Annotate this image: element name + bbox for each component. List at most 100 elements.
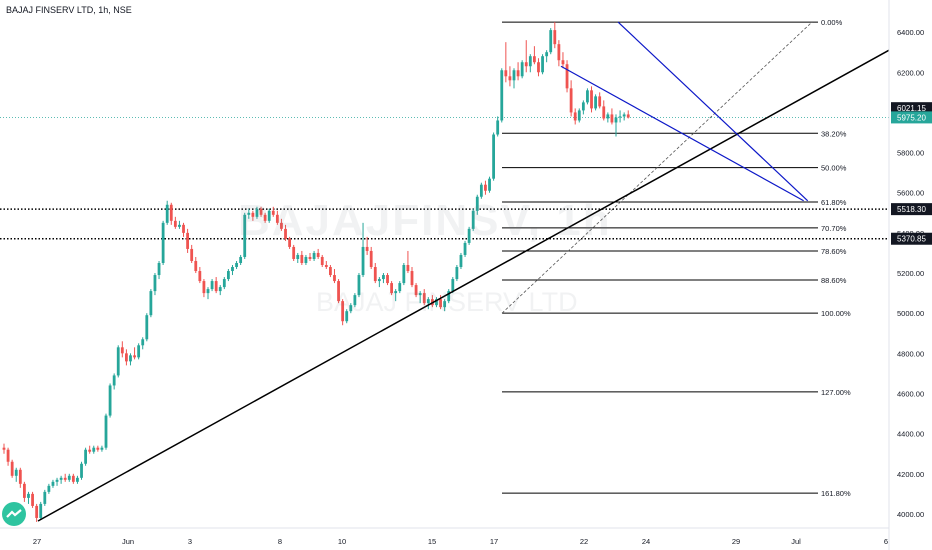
candle-body bbox=[267, 210, 271, 221]
candle-body bbox=[557, 44, 561, 61]
time-tick-label: 24 bbox=[642, 537, 650, 546]
price-tick-label: 4600.00 bbox=[897, 389, 924, 398]
candle-body bbox=[235, 262, 238, 268]
candle-body bbox=[169, 204, 173, 221]
price-badge-label: 5370.85 bbox=[897, 235, 926, 244]
candle-body bbox=[116, 347, 120, 376]
candle-body bbox=[137, 345, 141, 358]
candle-body bbox=[365, 246, 369, 251]
candle-body bbox=[14, 469, 18, 476]
candle-body bbox=[275, 214, 279, 223]
candle-body bbox=[537, 62, 540, 73]
price-badge-box bbox=[891, 203, 932, 216]
time-tick-label: Jun bbox=[122, 537, 134, 546]
candle-body bbox=[345, 311, 349, 322]
candle-body bbox=[182, 224, 185, 233]
tradingview-logo-icon[interactable] bbox=[2, 502, 26, 526]
candle-body bbox=[390, 283, 393, 294]
price-tick-label: 4400.00 bbox=[897, 430, 924, 439]
time-tick-label: 29 bbox=[732, 537, 740, 546]
wedge-line bbox=[617, 21, 809, 202]
candle-body bbox=[581, 102, 585, 111]
candle-body bbox=[626, 114, 630, 118]
candle-body bbox=[6, 449, 10, 462]
candle-body bbox=[100, 447, 104, 450]
time-tick-label: 17 bbox=[490, 537, 498, 546]
candle-body bbox=[500, 70, 504, 121]
candle-body bbox=[394, 291, 398, 294]
candle-body bbox=[361, 246, 365, 276]
candle-body bbox=[304, 256, 308, 263]
candle-body bbox=[492, 134, 495, 179]
candle-body bbox=[18, 469, 22, 484]
candle-body bbox=[39, 503, 43, 518]
price-tick-label: 5600.00 bbox=[897, 189, 924, 198]
candle-body bbox=[153, 275, 157, 292]
time-tick-label: 8 bbox=[278, 537, 282, 546]
candle-body bbox=[598, 96, 602, 107]
price-badge-label: 5975.20 bbox=[897, 113, 926, 122]
candle-body bbox=[479, 184, 483, 197]
candle-body bbox=[35, 505, 39, 518]
candle-body bbox=[622, 114, 626, 117]
candle-body bbox=[67, 475, 71, 480]
candle-body bbox=[496, 120, 500, 135]
price-tick-label: 4200.00 bbox=[897, 470, 924, 479]
candle-body bbox=[145, 315, 149, 340]
fib-retracement: 0.00% 38.20% 50.00% 61.80% 70.70% 78.60% 88.60… bbox=[501, 18, 851, 498]
fib-level-label: 78.60% bbox=[821, 247, 847, 256]
candle-body bbox=[231, 267, 234, 272]
time-tick-label: 10 bbox=[338, 537, 346, 546]
time-tick-label: 3 bbox=[188, 537, 192, 546]
candle-body bbox=[190, 248, 194, 261]
candle-body bbox=[410, 271, 414, 286]
candle-body bbox=[590, 90, 593, 109]
candle-body bbox=[467, 228, 471, 243]
candles bbox=[2, 22, 630, 522]
candle-body bbox=[243, 214, 247, 257]
candle-body bbox=[112, 375, 116, 386]
price-tick-label: 6200.00 bbox=[897, 68, 924, 77]
price-badge-label: 5518.30 bbox=[897, 205, 926, 214]
fib-level-label: 70.70% bbox=[821, 224, 847, 233]
candle-body bbox=[545, 52, 549, 57]
candle-body bbox=[2, 447, 6, 450]
candle-body bbox=[222, 279, 226, 288]
candle-body bbox=[27, 493, 30, 498]
candle-body bbox=[194, 260, 198, 272]
candle-body bbox=[227, 271, 230, 280]
candle-body bbox=[214, 281, 218, 292]
candle-body bbox=[475, 196, 479, 211]
price-badge-box bbox=[891, 102, 932, 115]
ascending-trend-line bbox=[37, 49, 890, 522]
candle-body bbox=[439, 299, 442, 308]
candle-body bbox=[353, 295, 357, 306]
candle-body bbox=[251, 212, 255, 217]
candle-body bbox=[426, 299, 430, 304]
candle-body bbox=[71, 475, 75, 482]
candle-body bbox=[373, 267, 377, 282]
candle-body bbox=[386, 275, 389, 284]
candle-body bbox=[271, 210, 275, 215]
candle-body bbox=[206, 289, 210, 294]
candle-body bbox=[561, 60, 565, 65]
candle-body bbox=[96, 447, 100, 450]
candle-body bbox=[398, 283, 402, 292]
candle-body bbox=[553, 30, 557, 45]
candle-body bbox=[80, 463, 83, 478]
candle-body bbox=[333, 275, 336, 282]
candle-body bbox=[520, 62, 524, 77]
candle-body bbox=[508, 76, 512, 81]
time-tick-label: 27 bbox=[33, 537, 41, 546]
fib-level-label: 0.00% bbox=[821, 18, 843, 27]
candle-body bbox=[129, 355, 132, 362]
candle-body bbox=[218, 287, 222, 292]
candle-body bbox=[284, 228, 287, 239]
candle-body bbox=[512, 70, 516, 81]
candle-body bbox=[337, 281, 340, 302]
fib-level-label: 50.00% bbox=[821, 164, 847, 173]
candle-body bbox=[288, 238, 291, 247]
candle-body bbox=[455, 267, 459, 280]
candle-body bbox=[31, 493, 34, 506]
